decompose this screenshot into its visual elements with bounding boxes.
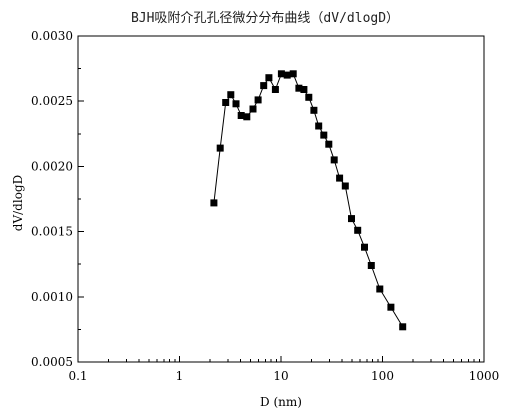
data-point — [237, 112, 245, 119]
data-series — [210, 70, 407, 331]
x-tick-label: 100 — [371, 369, 394, 383]
x-axis-ticks: 0.1 1 10 100 1000 — [68, 356, 499, 383]
data-point — [325, 140, 333, 148]
data-point — [243, 113, 251, 121]
x-tick-label: 0.1 — [68, 369, 87, 383]
data-point — [376, 285, 384, 293]
data-point — [315, 122, 323, 130]
y-tick-label: 0.0010 — [31, 290, 73, 304]
data-point — [295, 84, 303, 92]
y-tick-label: 0.0020 — [31, 159, 73, 173]
y-axis-ticks: 0.0005 0.0010 0.0015 0.0020 0.0025 0.0030 — [31, 29, 84, 369]
x-tick-label: 1 — [176, 369, 184, 383]
data-point — [354, 226, 362, 234]
chart-title: BJH吸附介孔孔径微分分布曲线（dV/dlogD） — [131, 11, 399, 26]
data-point — [330, 156, 338, 164]
data-point — [216, 144, 224, 152]
data-point — [367, 262, 375, 269]
data-point — [277, 70, 285, 78]
y-tick-label: 0.0005 — [31, 355, 73, 369]
series-line — [213, 73, 404, 328]
data-point — [249, 105, 257, 113]
x-axis-title: D (nm) — [260, 395, 302, 409]
data-point — [305, 93, 313, 101]
data-point — [289, 70, 297, 78]
data-point — [399, 323, 407, 331]
y-tick-label: 0.0030 — [31, 29, 73, 43]
data-point — [320, 131, 328, 139]
y-axis-title: dV/dlogD — [11, 175, 25, 231]
data-point — [283, 71, 291, 79]
data-point — [210, 199, 218, 207]
data-point — [227, 91, 235, 99]
data-point — [254, 96, 262, 104]
data-point — [310, 106, 318, 114]
plot-frame — [77, 35, 485, 363]
data-point — [336, 174, 344, 182]
data-point — [300, 86, 308, 93]
plot-border — [77, 35, 485, 363]
x-tick-label: 1000 — [469, 369, 500, 383]
y-tick-label: 0.0015 — [31, 225, 73, 239]
x-tick-label: 10 — [273, 369, 288, 383]
data-point — [361, 243, 368, 251]
data-point — [387, 303, 395, 311]
data-point — [265, 74, 273, 82]
data-point — [222, 99, 230, 106]
data-point — [271, 86, 279, 93]
y-tick-label: 0.0025 — [31, 94, 73, 108]
data-point — [341, 182, 349, 190]
data-point — [260, 82, 268, 90]
data-point — [232, 100, 240, 108]
data-point — [348, 215, 355, 223]
